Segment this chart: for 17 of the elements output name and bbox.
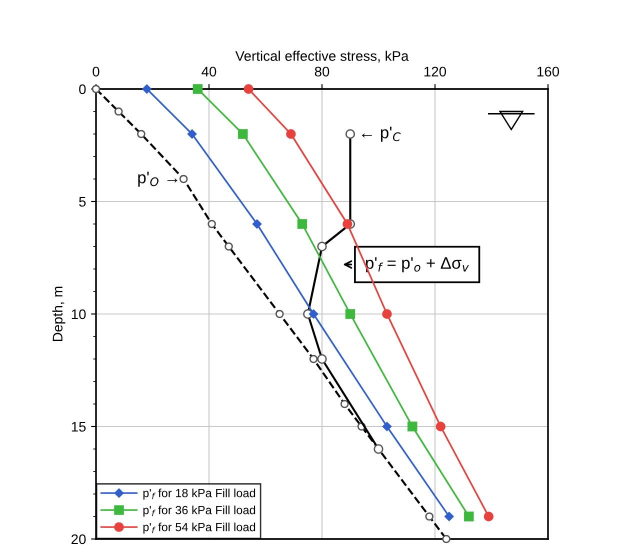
y-tick-label: 10 — [72, 309, 86, 320]
y-tick-label: 5 — [79, 196, 86, 207]
x-tick-label: 160 — [537, 66, 560, 77]
legend-label: p'$_{f}$ for 54 kPa Fill load — [143, 522, 256, 534]
x-tick-label: 120 — [424, 66, 446, 77]
legend-label: p'$_{f}$ for 36 kPa Fill load — [143, 506, 256, 517]
x-tick-label: 0 — [92, 66, 100, 77]
x-axis-title: Vertical effective stress, kPa — [235, 50, 409, 63]
y-tick-label: 0 — [79, 84, 86, 94]
y-axis-title: Depth, m — [52, 286, 66, 342]
y-tick-label: 15 — [72, 422, 86, 432]
x-tick-label: 80 — [314, 66, 330, 77]
annotation: p'$_{O}$ → — [138, 172, 178, 187]
legend-label: p'$_{f}$ for 18 kPa Fill load — [143, 488, 256, 500]
annotation: ← p'$_{C}$ — [362, 126, 401, 142]
x-tick-label: 40 — [202, 66, 216, 77]
y-tick-label: 20 — [72, 534, 86, 544]
